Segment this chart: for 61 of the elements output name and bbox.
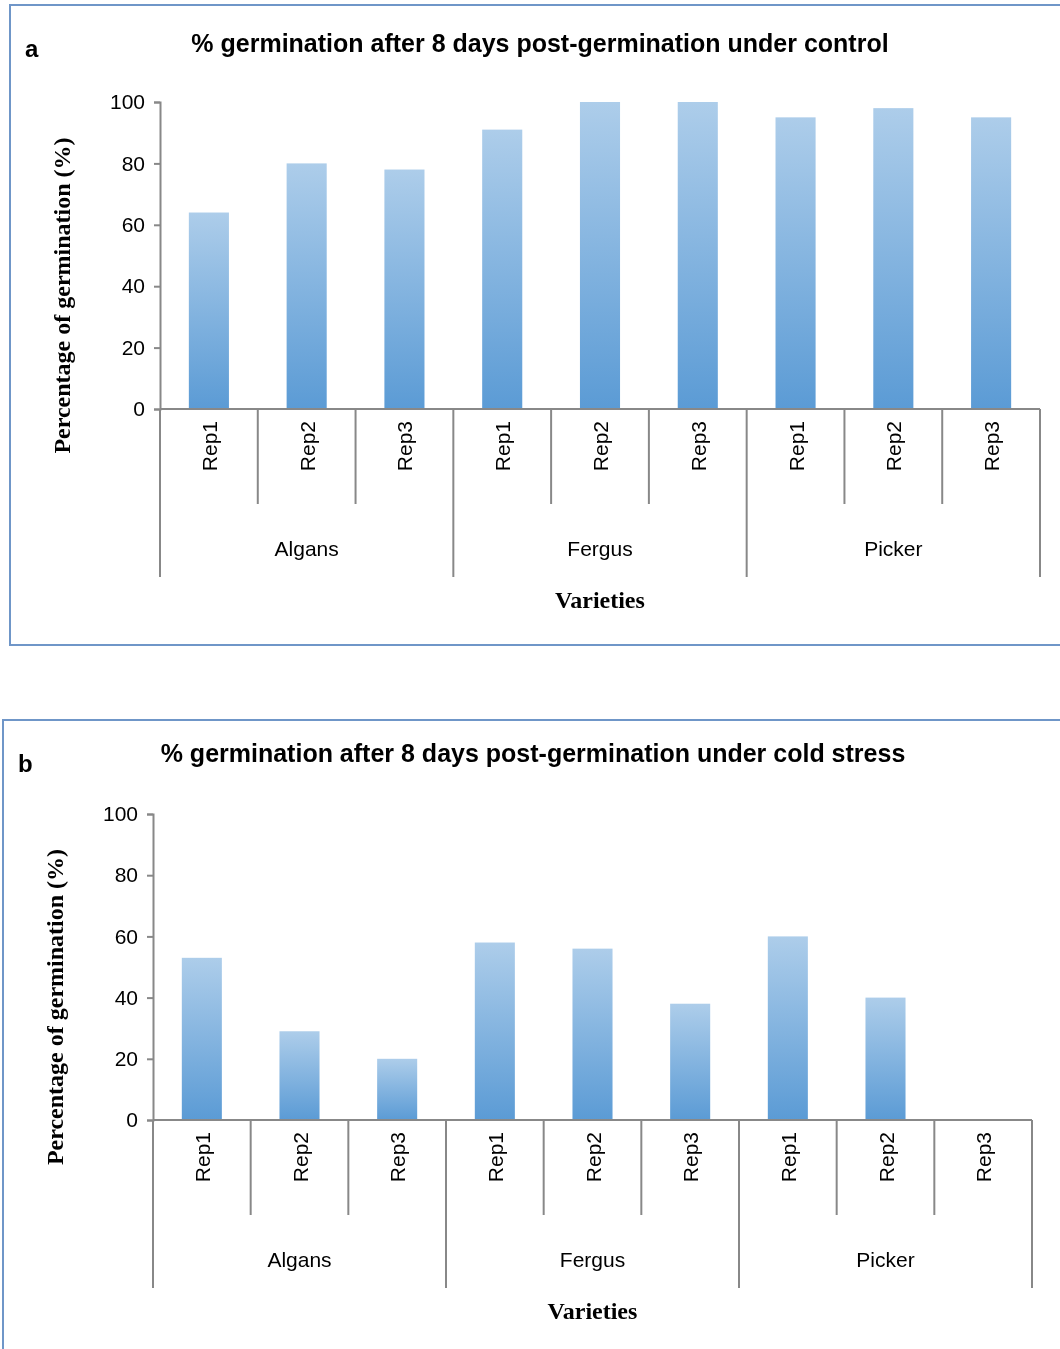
text: Picker — [864, 537, 923, 560]
x-tick-label: Rep3 — [393, 421, 417, 472]
x-tick-label: Rep1 — [197, 421, 221, 472]
y-tick-label: 60 — [121, 213, 145, 237]
bar — [377, 1058, 418, 1120]
y-tick-label: 80 — [121, 151, 145, 175]
bar — [482, 129, 523, 409]
text: Algans — [267, 1248, 332, 1271]
y-tick-label: 100 — [102, 802, 138, 826]
x-tick-label: Rep2 — [288, 1132, 312, 1183]
bar — [670, 1003, 711, 1120]
bar — [279, 1031, 320, 1120]
bar — [971, 117, 1012, 409]
x-axis-title: Varieties — [555, 587, 645, 613]
x-tick-label: Rep3 — [386, 1132, 410, 1183]
x-tick-label: Rep1 — [190, 1132, 214, 1183]
x-tick-label: Rep1 — [784, 421, 808, 472]
y-tick-label: 0 — [126, 1108, 138, 1132]
x-tick-label: Rep3 — [972, 1132, 996, 1183]
bar — [767, 936, 808, 1120]
bar — [474, 942, 515, 1120]
x-tick-label: Rep3 — [980, 421, 1004, 472]
y-tick-label: 40 — [114, 985, 138, 1009]
y-tick-label: 20 — [114, 1047, 138, 1071]
chart-title: % germination after 8 days post-germination under control — [191, 29, 889, 57]
x-tick-label: Rep3 — [686, 421, 710, 472]
y-axis-title: Percentage of germination (%) — [49, 137, 75, 454]
y-tick-label: 40 — [121, 274, 145, 298]
bar — [181, 957, 222, 1120]
bar — [572, 948, 613, 1120]
x-tick-label: Rep1 — [491, 421, 515, 472]
bar — [873, 108, 914, 409]
bar — [865, 997, 906, 1120]
text: b — [18, 750, 33, 777]
x-tick-label: Rep2 — [882, 421, 906, 472]
x-axis-title: Varieties — [547, 1298, 638, 1324]
chart-title: % germination after 8 days post-germination under cold stress — [160, 739, 906, 767]
x-tick-label: Rep2 — [874, 1132, 898, 1183]
bar — [677, 102, 718, 409]
x-tick-label: Rep2 — [295, 421, 319, 472]
y-tick-label: 0 — [133, 397, 145, 421]
x-tick-label: Rep1 — [483, 1132, 507, 1183]
bar — [384, 169, 425, 409]
bar — [579, 102, 621, 409]
bar — [775, 117, 816, 409]
x-tick-label: Rep2 — [581, 1132, 605, 1183]
y-tick-label: 80 — [114, 863, 138, 887]
bar — [188, 212, 229, 409]
text: Algans — [274, 537, 339, 560]
y-tick-label: 20 — [121, 335, 145, 359]
text: a — [25, 35, 39, 62]
text: Picker — [856, 1248, 915, 1271]
y-tick-label: 60 — [114, 924, 138, 948]
y-axis-title: Percentage of germination (%) — [42, 848, 68, 1166]
text: Fergus — [567, 537, 633, 560]
x-tick-label: Rep3 — [679, 1132, 703, 1183]
x-tick-label: Rep2 — [589, 421, 612, 472]
x-tick-label: Rep1 — [776, 1132, 800, 1183]
text: Fergus — [559, 1248, 626, 1271]
y-tick-label: 100 — [109, 90, 145, 114]
bar — [286, 163, 327, 409]
